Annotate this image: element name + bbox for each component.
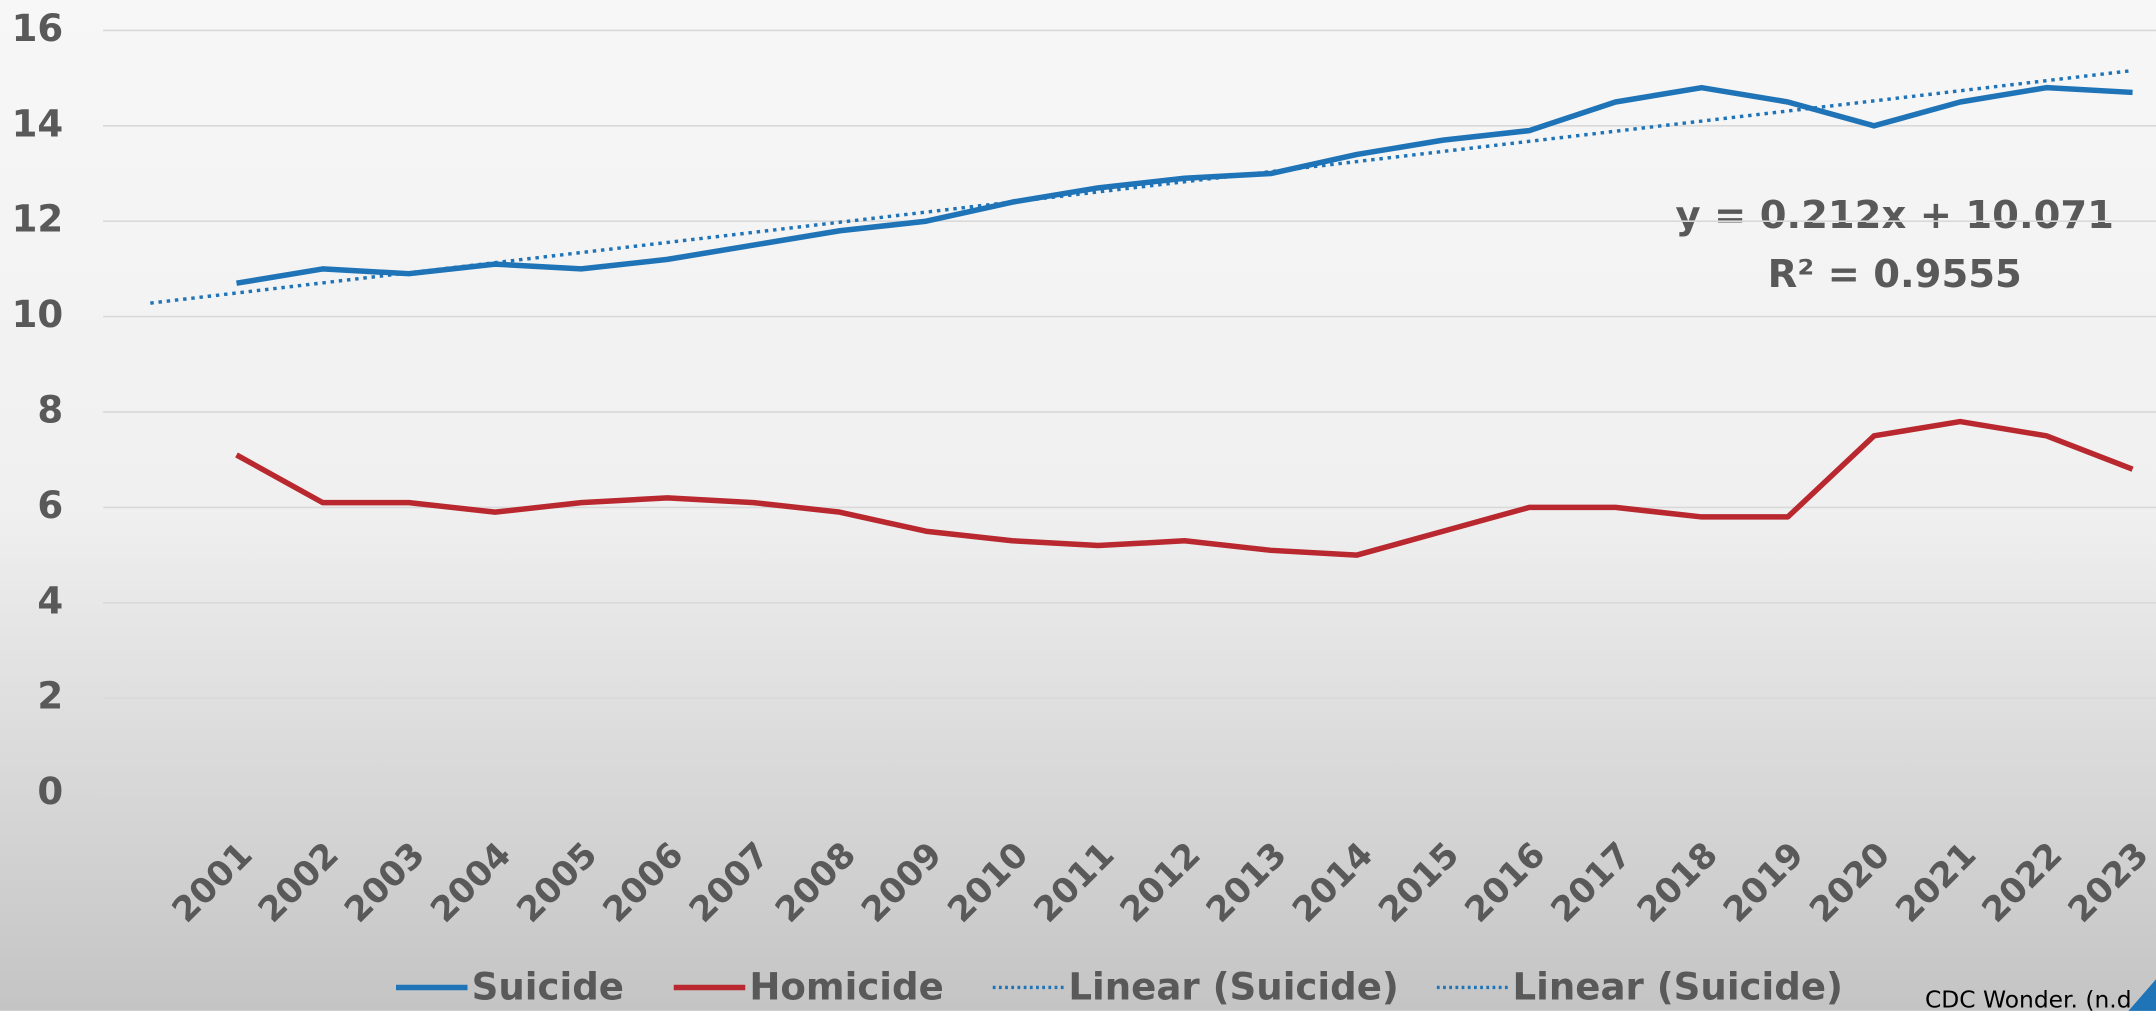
legend-label: Suicide [472,965,624,1008]
y-tick-label: 0 [37,770,63,813]
y-tick-label: 2 [37,675,63,718]
source: CDC Wonder. (n.d [1925,986,2132,1011]
corner-decoration [2128,979,2156,1011]
y-tick-label: 6 [37,484,63,527]
legend-label: Linear (Suicide) [1513,965,1843,1008]
y-tick-label: 8 [37,389,63,432]
y-tick-label: 4 [37,579,63,622]
y-tick-label: 10 [12,293,64,336]
series-line [236,84,2133,286]
y-tick-label: 14 [12,102,64,145]
y-tick-label: 12 [12,198,64,241]
series-line [235,418,2134,558]
legend-label: Linear (Suicide) [1068,965,1398,1008]
trend-r2: R² = 0.9555 [1768,252,2022,297]
y-tick-label: 16 [12,7,64,50]
trend-equation: y = 0.212x + 10.071 [1676,193,2114,238]
legend-label: Homicide [749,965,943,1008]
